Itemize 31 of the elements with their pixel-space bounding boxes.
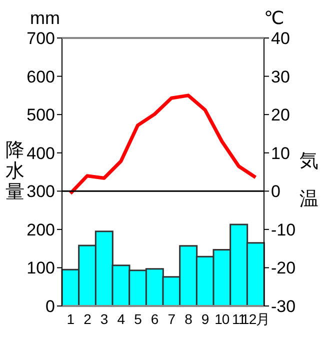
y2-tick-label: 20 xyxy=(271,106,290,125)
text: ℃ xyxy=(264,8,284,29)
x-tick-label: 3 xyxy=(100,310,108,327)
y2-axis-title: 気温 xyxy=(298,150,320,212)
y2-tick-label: 40 xyxy=(271,29,290,48)
x-tick-label: 5 xyxy=(134,310,142,327)
y-axis-title: 降水量 xyxy=(4,140,26,203)
x-tick-label: 8 xyxy=(184,310,193,327)
x-tick-label: 9 xyxy=(201,310,210,327)
y2-tick-label: 0 xyxy=(271,182,280,202)
y-tick-label: 200 xyxy=(26,220,55,240)
y-tick-label: 600 xyxy=(26,67,55,86)
x-tick-label: 10 xyxy=(214,310,230,327)
y-tick-label: 0 xyxy=(46,297,55,316)
x-tick-label: 1 xyxy=(66,310,75,327)
y-tick-label: 300 xyxy=(26,182,55,202)
x-tick-label: 4 xyxy=(117,310,126,327)
y2-tick-label: -10 xyxy=(271,220,296,240)
y2-tick-label: 10 xyxy=(271,144,290,163)
line-series xyxy=(68,94,258,196)
x-tick-label: 2 xyxy=(84,310,92,327)
y2-tick-label: -20 xyxy=(271,258,296,278)
y-tick-label: 500 xyxy=(26,106,55,125)
y-tick-label: 100 xyxy=(26,258,55,278)
x-tick-label: 6 xyxy=(150,310,159,327)
x-tick-label: 7 xyxy=(168,310,176,327)
y-tick-label: 700 xyxy=(26,29,55,48)
text: mm xyxy=(30,8,60,29)
y2-tick-label: 30 xyxy=(271,67,290,86)
y-tick-label: 400 xyxy=(26,144,55,163)
y2-tick-label: -30 xyxy=(271,297,296,316)
